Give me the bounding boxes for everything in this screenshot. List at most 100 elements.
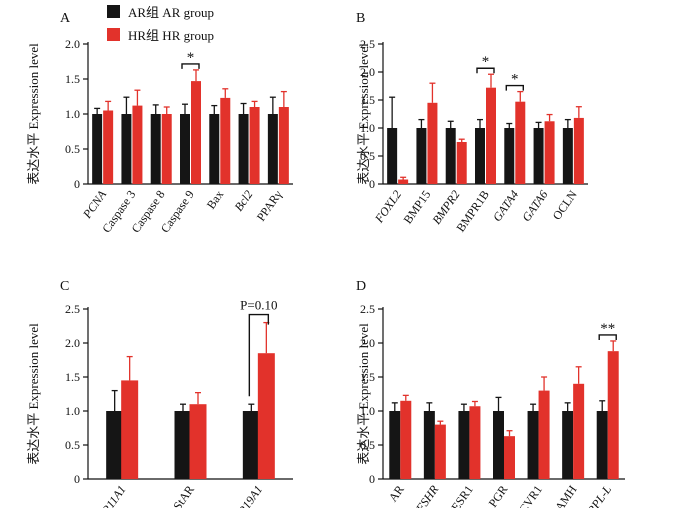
x-tick-label: FOXL2 <box>371 188 404 226</box>
significance-label: * <box>482 54 490 70</box>
y-tick-label: 0 <box>369 177 375 191</box>
significance-bracket <box>476 67 495 74</box>
y-tick-label: 1.0 <box>65 107 80 121</box>
x-tick-label: AR <box>386 483 407 505</box>
x-tick-label: RPL-L <box>584 482 615 508</box>
bar-hr <box>103 110 114 184</box>
x-tick-label: Bax <box>204 188 227 212</box>
bar-hr <box>434 424 446 479</box>
bar-hr <box>515 101 526 184</box>
significance-bracket <box>505 84 524 91</box>
y-tick-label: 2.5 <box>360 37 375 51</box>
significance-bracket <box>598 334 617 340</box>
bar-ar <box>562 128 573 184</box>
x-tick-label: GATA6 <box>519 188 550 224</box>
bar-hr <box>278 107 289 184</box>
y-tick-label: 0.5 <box>65 142 80 156</box>
bar-hr <box>249 107 260 184</box>
y-axis-label: 表达水平 Expression level <box>356 323 371 465</box>
x-tick-label: BMP15 <box>400 188 433 227</box>
bar-hr <box>121 380 139 479</box>
y-tick-label: 1.5 <box>360 93 375 107</box>
panel-c: C 0 0.5 1.0 1.5 2.0 2.5 表达水平 Expression level CY… <box>26 279 293 508</box>
bar-ar <box>445 128 456 184</box>
panel-d: D 0 0.5 1.0 1.5 2.0 2.5 表达水平 Expression level AR… <box>356 279 625 508</box>
y-tick-label: 1.5 <box>360 370 375 384</box>
bar-hr <box>544 121 555 184</box>
bar-ar <box>493 411 504 479</box>
y-tick-label: 2.0 <box>65 336 80 350</box>
y-axis-label: 表达水平 Expression level <box>26 323 41 465</box>
bar-ar <box>150 114 161 184</box>
y-tick-label: 1.5 <box>65 72 80 86</box>
x-tick-label: Bcl2 <box>231 188 255 214</box>
bar-ar <box>423 411 435 479</box>
bar-hr <box>607 351 619 479</box>
bar-hr <box>538 390 550 479</box>
y-tick-label: 2.5 <box>65 302 80 316</box>
y-tick-label: 2.0 <box>360 65 375 79</box>
y-tick-label: 2.0 <box>360 336 375 350</box>
x-tick-label: PPARγ <box>254 187 285 224</box>
bar-ar <box>527 411 539 479</box>
legend-label-hr: HR组 HR group <box>128 27 214 43</box>
bar-hr <box>456 142 467 184</box>
x-tick-label: PCNA <box>79 187 109 222</box>
y-tick-label: 1.5 <box>65 370 80 384</box>
bar-ar <box>92 114 103 184</box>
panel-letter: C <box>60 279 69 294</box>
bar-ar <box>389 411 401 479</box>
bar-hr <box>573 383 585 479</box>
bar-ar <box>121 114 132 184</box>
significance-label: ** <box>600 321 615 337</box>
y-tick-label: 0.5 <box>360 438 375 452</box>
bar-ar <box>238 114 249 184</box>
bar-hr <box>400 400 412 479</box>
bar-hr <box>398 179 409 184</box>
x-tick-label: ESR1 <box>448 483 476 508</box>
significance-label: * <box>511 72 519 88</box>
x-tick-label: CYP19A1 <box>227 483 266 508</box>
bar-ar <box>458 411 470 479</box>
y-axis-label: 表达水平 Expression level <box>356 43 371 185</box>
bar-hr <box>189 404 207 479</box>
bar-ar <box>180 114 190 184</box>
bar-hr <box>486 87 496 184</box>
x-tick-label: StAR <box>170 483 197 508</box>
legend-swatch-ar <box>107 4 120 18</box>
panel-letter: B <box>356 11 365 26</box>
bar-hr <box>573 117 584 184</box>
y-tick-label: 0 <box>74 472 80 486</box>
significance-bracket <box>248 313 270 397</box>
bar-ar <box>475 128 485 184</box>
bar-ar <box>596 411 608 479</box>
bar-hr <box>257 353 275 479</box>
bar-ar <box>106 411 124 479</box>
x-tick-label: CYP11A1 <box>91 483 129 508</box>
y-tick-label: 0 <box>74 177 80 191</box>
bar-hr <box>132 105 143 184</box>
x-tick-label: FSHR <box>412 482 441 508</box>
y-tick-label: 1.0 <box>360 121 375 135</box>
y-axis-label: 表达水平 Expression level <box>26 43 41 185</box>
bar-hr <box>469 406 481 479</box>
legend: AR组 AR group HR组 HR group <box>107 2 214 48</box>
bar-ar <box>416 128 427 184</box>
y-tick-label: 2.0 <box>65 37 80 51</box>
bar-ar <box>562 411 574 479</box>
x-tick-label: ACVR1 <box>511 483 545 508</box>
bar-hr <box>427 102 438 184</box>
bar-ar <box>267 114 278 184</box>
bar-ar <box>387 128 398 184</box>
panel-letter: D <box>356 279 366 294</box>
legend-swatch-hr <box>107 27 120 41</box>
y-tick-label: 2.5 <box>360 302 375 316</box>
significance-bracket <box>181 63 200 69</box>
y-tick-label: 0.5 <box>65 438 80 452</box>
bar-ar <box>242 411 260 479</box>
x-tick-label: PGR <box>486 483 511 508</box>
legend-item-hr: HR组 HR group <box>107 25 214 43</box>
significance-label: * <box>187 50 195 66</box>
